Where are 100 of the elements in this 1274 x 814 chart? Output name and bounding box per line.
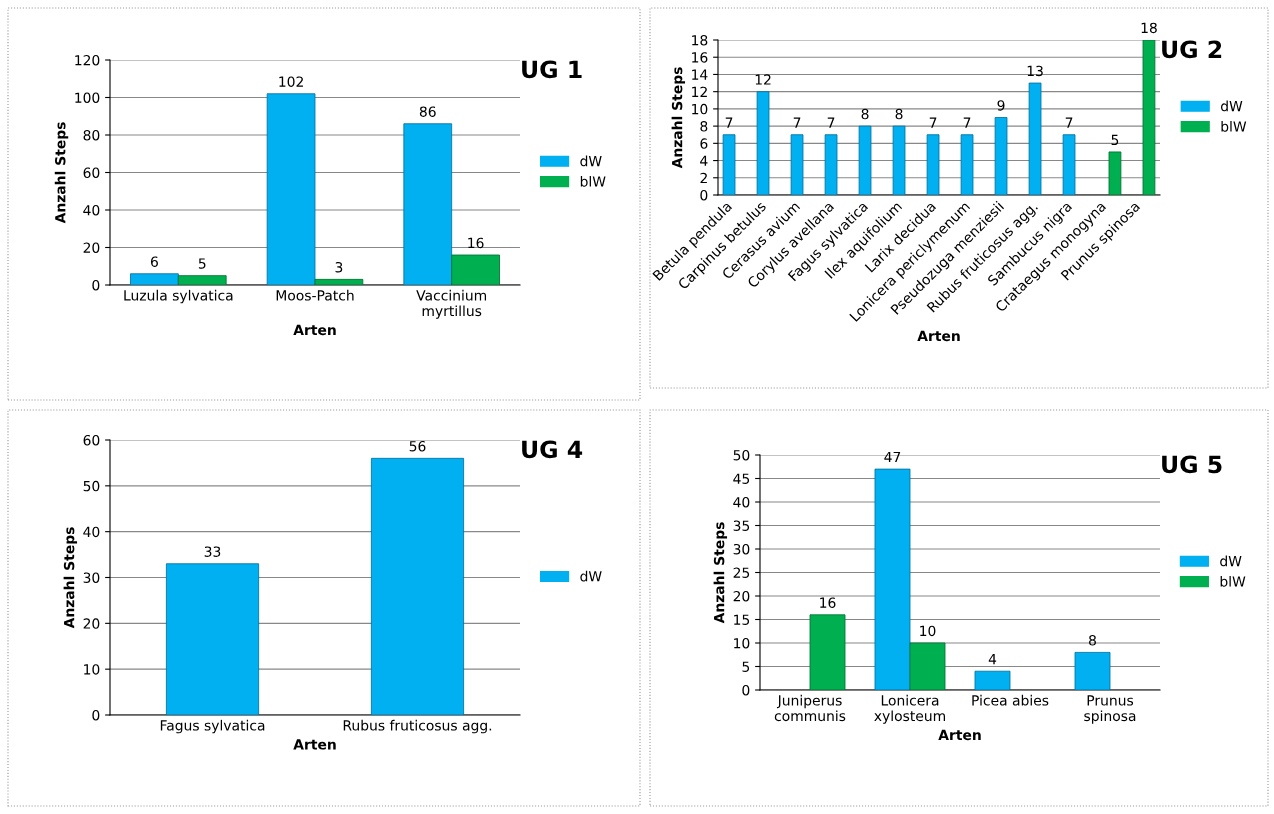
y-tick-label: 4	[700, 155, 708, 166]
y-tick-label: 6	[700, 138, 708, 149]
y-tick-label: 0	[700, 189, 708, 201]
y-tick-label: 14	[692, 69, 708, 80]
data-label: 7	[929, 117, 937, 128]
x-tick-label: Rubus fruticosus agg.	[343, 719, 492, 734]
bar	[892, 125, 906, 195]
chart-title: UG 1	[522, 60, 582, 79]
y-tick-label: 16	[692, 52, 708, 63]
legend-label: dW	[580, 155, 602, 167]
y-axis-title: Anzahl Steps	[671, 67, 686, 169]
y-tick-label: 40	[83, 204, 100, 216]
chart-title: UG 2	[1162, 40, 1222, 59]
y-tick-label: 60	[83, 434, 100, 446]
y-tick-label: 35	[733, 520, 750, 531]
data-label: 7	[827, 117, 835, 128]
y-tick-label: 50	[83, 480, 100, 492]
y-tick-label: 50	[733, 449, 750, 461]
data-label: 86	[419, 106, 436, 117]
x-axis-title: Arten	[917, 330, 960, 342]
x-tick-label: Moos-Patch	[276, 289, 354, 301]
data-label: 18	[1141, 22, 1157, 34]
data-label: 3	[335, 262, 343, 273]
legend-label: dW	[1220, 100, 1243, 112]
y-tick-label: 25	[733, 567, 750, 578]
x-tick-label: Juniperus communis	[774, 694, 846, 722]
y-tick-label: 8	[700, 121, 708, 132]
y-tick-label: 45	[733, 473, 750, 484]
x-tick-label: Prunus spinosa	[1084, 695, 1136, 724]
bar	[1142, 40, 1156, 195]
bar	[960, 134, 974, 195]
bar	[874, 468, 911, 690]
data-label: 13	[1027, 65, 1043, 77]
y-axis-title: Anzahl Steps	[54, 122, 69, 224]
bar	[130, 273, 179, 285]
data-label: 33	[204, 546, 221, 557]
bar	[1074, 651, 1111, 690]
bar	[177, 275, 227, 285]
data-label: 16	[468, 237, 484, 249]
bar	[451, 254, 500, 285]
bar	[809, 614, 846, 690]
legend-label: dW	[1220, 555, 1242, 567]
data-label: 7	[1065, 117, 1073, 128]
y-tick-label: 0	[742, 684, 750, 696]
data-label: 7	[793, 117, 801, 128]
y-tick-label: 5	[742, 661, 750, 672]
x-tick-label: Vaccinium myrtillus	[416, 289, 487, 319]
bar	[266, 93, 316, 285]
data-label: 7	[725, 117, 733, 128]
data-label: 5	[198, 258, 206, 269]
data-label: 16	[820, 597, 836, 608]
data-label: 102	[279, 76, 303, 87]
bar	[926, 134, 940, 195]
bar	[909, 642, 946, 690]
bar	[1062, 134, 1076, 195]
chart-title: UG 5	[1162, 455, 1222, 474]
y-tick-label: 12	[692, 86, 707, 97]
data-label: 8	[1089, 635, 1096, 646]
y-tick-label: 2	[700, 172, 707, 184]
x-tick-label: Luzula sylvatica	[124, 289, 233, 304]
y-tick-label: 100	[75, 92, 100, 103]
data-label: 5	[1111, 134, 1119, 146]
data-label: 12	[755, 74, 771, 85]
data-label: 10	[920, 625, 936, 637]
legend-label: blW	[1220, 575, 1246, 587]
data-label: 4	[988, 654, 997, 665]
x-tick-label: Fagus sylvatica	[160, 719, 265, 734]
legend-label: blW	[580, 175, 606, 187]
bar	[974, 670, 1011, 690]
x-tick-label: Picea abies	[972, 694, 1049, 706]
bar	[722, 134, 736, 195]
y-tick-label: 40	[733, 496, 750, 508]
y-tick-label: 18	[692, 34, 708, 46]
bar	[824, 134, 838, 195]
y-tick-label: 20	[733, 590, 750, 602]
y-tick-label: 10	[692, 103, 708, 115]
legend-label: dW	[580, 570, 602, 582]
data-label: 7	[963, 117, 971, 128]
y-tick-label: 60	[83, 167, 100, 178]
y-tick-label: 80	[83, 129, 100, 141]
y-tick-label: 20	[83, 242, 100, 253]
y-axis-title: Anzahl Steps	[713, 522, 728, 624]
y-tick-label: 0	[92, 279, 100, 291]
bar	[790, 134, 804, 195]
data-label: 6	[150, 256, 158, 267]
data-label: 8	[895, 108, 903, 120]
y-tick-label: 15	[734, 614, 750, 625]
bar	[1028, 82, 1042, 195]
chart-title: UG 4	[522, 440, 583, 459]
bar	[756, 91, 770, 195]
x-axis-title: Arten	[938, 729, 981, 741]
bar	[1108, 151, 1122, 195]
y-tick-label: 40	[83, 526, 100, 538]
y-axis-title: Anzahl Steps	[63, 527, 78, 629]
bar	[994, 117, 1008, 195]
x-tick-label: Lonicera xylosteum	[874, 694, 945, 724]
x-axis-title: Arten	[293, 324, 336, 336]
data-label: 47	[884, 451, 901, 463]
y-tick-label: 10	[84, 664, 100, 675]
data-label: 56	[409, 440, 426, 452]
